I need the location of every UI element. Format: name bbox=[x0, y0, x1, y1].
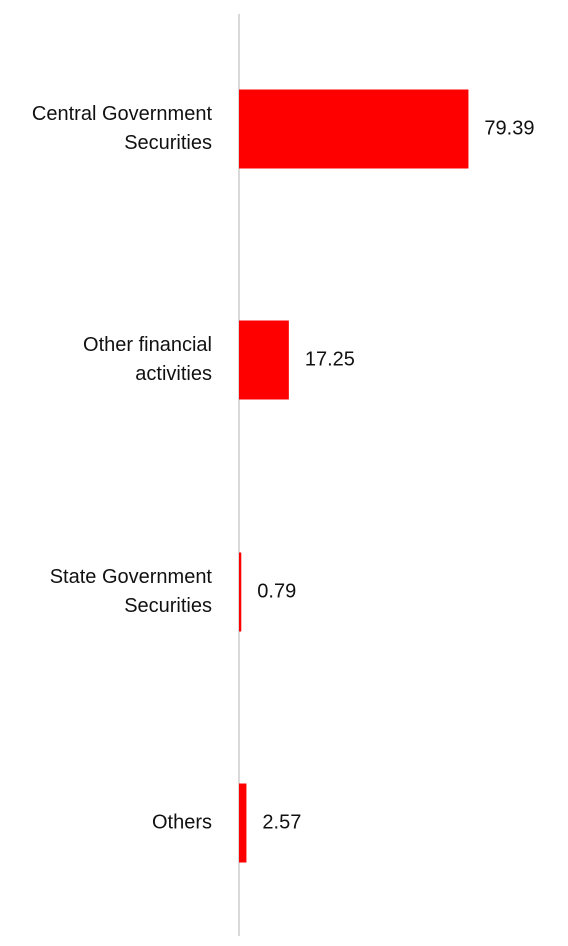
category-label-line: activities bbox=[135, 363, 212, 385]
bars-group bbox=[239, 89, 469, 863]
category-label-line: Securities bbox=[124, 132, 212, 154]
value-label-1: 17.25 bbox=[305, 348, 355, 370]
value-label-0: 79.39 bbox=[484, 117, 534, 139]
bar-1 bbox=[239, 320, 289, 400]
value-labels-group: 79.39 17.25 0.79 2.57 bbox=[257, 117, 534, 833]
category-label-line: Central Government bbox=[32, 103, 213, 125]
category-label-line: State Government bbox=[50, 566, 213, 588]
category-label-1: Other financial activities bbox=[83, 334, 212, 385]
category-label-3: Others bbox=[152, 811, 212, 833]
bar-2 bbox=[239, 552, 242, 632]
value-label-3: 2.57 bbox=[262, 811, 301, 833]
category-label-2: State Government Securities bbox=[50, 566, 213, 617]
category-label-line: Securities bbox=[124, 595, 212, 617]
category-label-0: Central Government Securities bbox=[32, 103, 213, 154]
bar-0 bbox=[239, 89, 469, 169]
category-label-line: Other financial bbox=[83, 334, 212, 356]
bar-3 bbox=[239, 783, 247, 863]
category-labels-group: Central Government Securities Other financ… bbox=[32, 103, 213, 834]
category-label-line: Others bbox=[152, 811, 212, 833]
value-label-2: 0.79 bbox=[257, 580, 296, 602]
